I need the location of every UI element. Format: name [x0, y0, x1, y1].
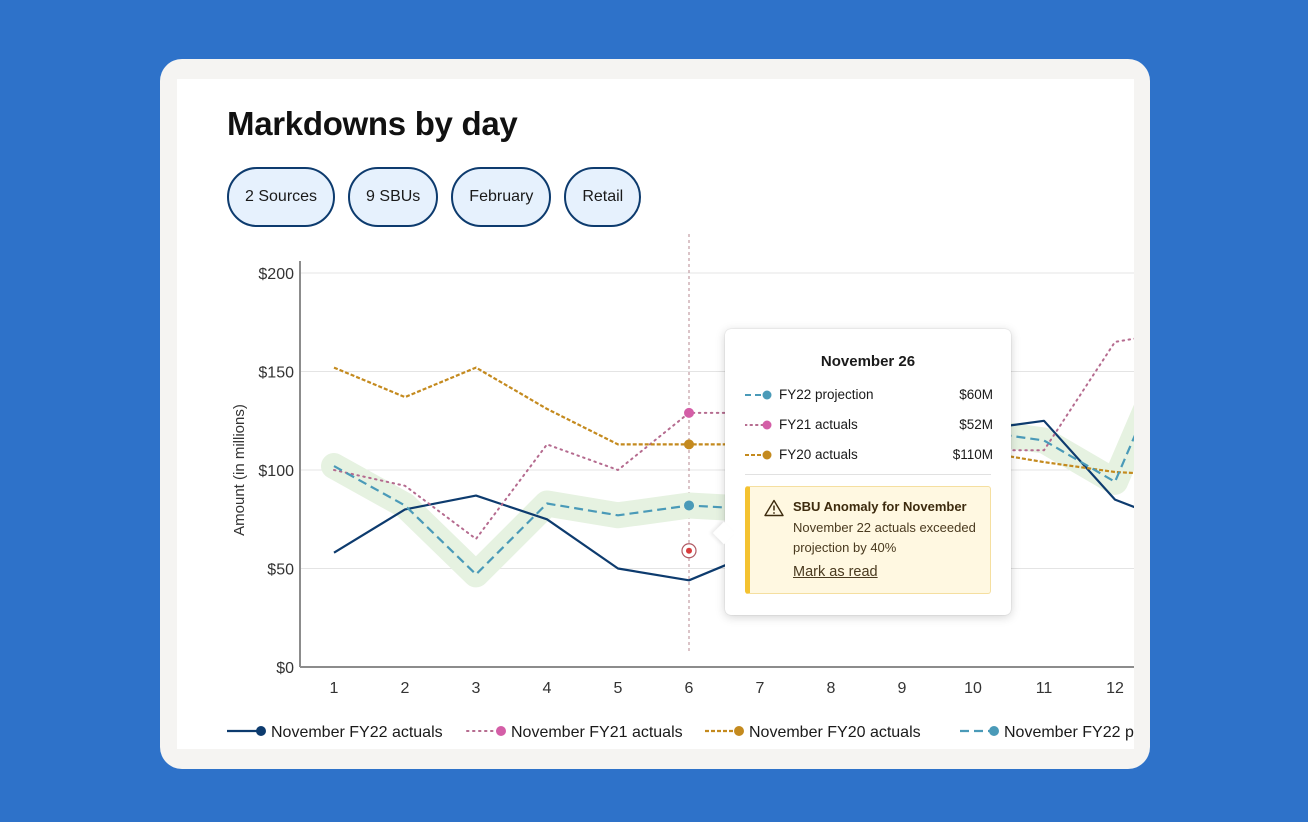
tooltip-row-label: FY22 projection — [779, 387, 874, 402]
x-tick-label: 8 — [827, 680, 836, 697]
y-tick-label: $200 — [258, 266, 294, 283]
tooltip-row-value: $110M — [952, 447, 993, 462]
legend-label: November FY21 actuals — [511, 724, 683, 741]
tooltip-divider — [745, 474, 991, 475]
anomaly-alert: SBU Anomaly for November November 22 act… — [745, 486, 991, 594]
anomaly-point — [686, 547, 692, 554]
y-tick-label: $0 — [276, 660, 294, 677]
legend-label: November FY22 actuals — [271, 724, 443, 741]
chart-card: Markdowns by day 2 Sources 9 SBUs Februa… — [160, 59, 1150, 769]
legend-marker — [734, 726, 744, 736]
fy21-actuals-swatch-icon — [745, 420, 772, 430]
x-tick-label: 2 — [401, 680, 410, 697]
x-tick-label: 3 — [472, 680, 481, 697]
x-tick-label: 6 — [685, 680, 694, 697]
fy20-actuals-swatch-icon — [745, 450, 772, 460]
legend-label: November FY20 actuals — [749, 724, 921, 741]
y-tick-label: $50 — [267, 562, 294, 579]
fy22-projection-marker — [684, 500, 694, 511]
warning-icon — [764, 499, 784, 517]
filter-chip-month[interactable]: February — [451, 167, 552, 227]
tooltip-row-label: FY20 actuals — [779, 447, 858, 462]
fy22-projection-swatch-icon — [745, 390, 772, 400]
tooltip-row-value: $60M — [959, 387, 993, 402]
x-tick-label: 5 — [614, 680, 623, 697]
x-tick-label: 4 — [543, 680, 552, 697]
y-axis-label: Amount (in millions) — [231, 404, 248, 536]
anomaly-alert-title: SBU Anomaly for November — [793, 499, 967, 514]
filter-chip-channel[interactable]: Retail — [564, 167, 642, 227]
x-tick-label: 1 — [330, 680, 339, 697]
tooltip-row-value: $52M — [959, 417, 993, 432]
legend-marker — [256, 726, 266, 736]
x-tick-label: 12 — [1106, 680, 1124, 697]
chart-tooltip: November 26 FY22 projection $60M FY21 ac… — [712, 329, 1011, 615]
anomaly-alert-body: November 22 actuals exceeded projection … — [793, 520, 976, 555]
legend-label: November FY22 projection — [1004, 724, 1134, 741]
chart-card-content: Markdowns by day 2 Sources 9 SBUs Februa… — [177, 79, 1134, 749]
filter-chip-sources[interactable]: 2 Sources — [227, 167, 336, 227]
x-tick-label: 11 — [1036, 680, 1053, 697]
x-tick-label: 9 — [898, 680, 907, 697]
fy20-actuals-marker — [684, 439, 694, 450]
x-tick-label: 10 — [964, 680, 982, 697]
filter-chip-sbus[interactable]: 9 SBUs — [348, 167, 439, 227]
tooltip-title: November 26 — [820, 353, 916, 370]
tooltip-row-label: FY21 actuals — [779, 417, 858, 432]
y-tick-label: $100 — [258, 463, 294, 480]
filter-chips: 2 Sources 9 SBUs February Retail — [227, 167, 642, 227]
tooltip-row-fy21-actuals: FY21 actuals $52M — [745, 415, 993, 435]
x-tick-label: 7 — [756, 680, 765, 697]
legend-marker — [496, 726, 506, 736]
mark-as-read-link[interactable]: Mark as read — [793, 564, 878, 580]
tooltip-row-fy20-actuals: FY20 actuals $110M — [745, 445, 993, 465]
legend-marker — [989, 726, 999, 736]
tooltip-row-fy22-projection: FY22 projection $60M — [745, 385, 993, 405]
page-title: Markdowns by day — [227, 105, 518, 142]
fy21-actuals-marker — [684, 407, 694, 418]
y-tick-label: $150 — [258, 365, 294, 382]
